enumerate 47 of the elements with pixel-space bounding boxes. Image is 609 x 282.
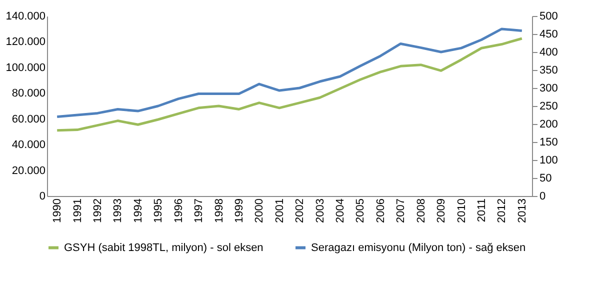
x-tick-label: 2000 [254, 198, 266, 223]
y-tick-label: 140.000 [6, 10, 46, 22]
y-tick-label: 20.000 [12, 164, 46, 177]
y2-tick-label: 300 [540, 82, 558, 94]
x-tick-label: 1992 [92, 198, 104, 223]
x-tick-label: 2009 [436, 198, 448, 223]
x-tick-label: 2005 [354, 198, 367, 223]
x-tick-label: 2003 [314, 198, 326, 223]
y2-tick-label: 150 [540, 136, 558, 148]
y-tick-label: 80.000 [12, 88, 46, 100]
y2-tick-label: 100 [540, 154, 558, 166]
y-tick-label: 0 [39, 190, 46, 202]
x-tick-label: 1994 [132, 198, 144, 223]
y2-tick-label: 0 [540, 190, 546, 202]
x-tick-label: 1993 [112, 198, 124, 223]
x-tick-label: 1991 [72, 198, 84, 223]
legend-label: GSYH (sabit 1998TL, milyon) - sol eksen [64, 242, 264, 254]
y2-tick-label: 350 [540, 64, 558, 76]
y2-tick-label: 500 [540, 10, 558, 22]
x-tick-label: 2001 [274, 198, 286, 223]
x-tick-label: 2012 [496, 198, 508, 223]
x-tick-label: 2010 [456, 198, 468, 223]
x-tick-label: 2013 [516, 198, 528, 223]
y-tick-label: 120.000 [6, 36, 46, 48]
y2-tick-label: 200 [540, 118, 558, 130]
x-tick-label: 2002 [294, 198, 306, 223]
x-tick-label: 1998 [213, 198, 226, 223]
x-tick-label: 2007 [395, 198, 408, 223]
y2-tick-label: 250 [540, 100, 558, 112]
x-tick-label: 1996 [172, 198, 185, 223]
y2-tick-label: 50 [540, 172, 552, 184]
y2-tick-label: 450 [540, 28, 558, 40]
y-tick-label: 100.000 [6, 62, 46, 74]
x-tick-label: 1999 [233, 198, 246, 223]
x-tick-label: 2004 [334, 198, 347, 223]
line-series [56, 28, 524, 118]
x-tick-label: 2008 [415, 198, 428, 223]
legend-label: Seragazı emisyonu (Milyon ton) - sağ eksen [311, 242, 526, 254]
x-tick-label: 2006 [374, 198, 387, 223]
y-tick-label: 40.000 [12, 139, 46, 152]
x-tick-label: 1995 [152, 198, 165, 223]
x-tick-label: 2011 [476, 198, 488, 222]
x-tick-label: 1997 [193, 198, 206, 223]
x-tick-label: 1990 [52, 198, 64, 223]
y2-tick-label: 400 [540, 46, 558, 58]
line-series [56, 37, 524, 132]
y-tick-label: 60.000 [12, 113, 46, 126]
